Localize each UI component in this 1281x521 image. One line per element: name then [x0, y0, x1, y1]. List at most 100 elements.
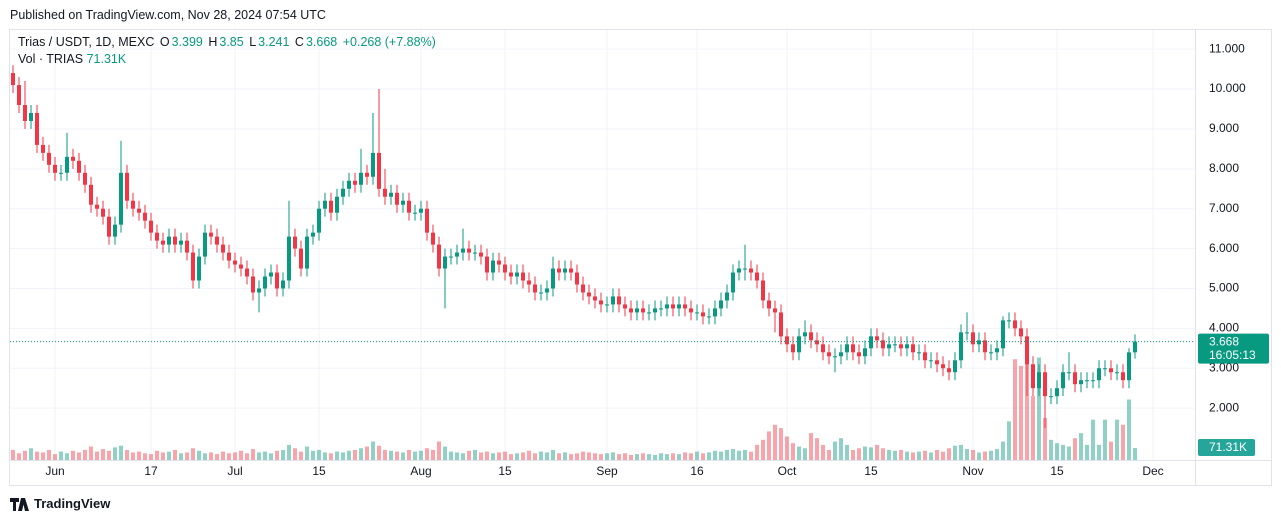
candle-body	[797, 336, 801, 353]
volume-bar	[35, 451, 39, 460]
volume-bar	[977, 452, 981, 460]
volume-bar	[197, 450, 201, 460]
volume-bar	[845, 444, 849, 460]
candle-body	[89, 184, 93, 205]
volume-bar	[245, 453, 249, 460]
volume-bar	[131, 452, 135, 460]
volume-bar	[1067, 446, 1071, 460]
candle-body	[95, 204, 99, 209]
candle-body	[869, 336, 873, 349]
volume-bar	[449, 451, 453, 460]
candle-body	[653, 308, 657, 313]
candle-body	[743, 268, 747, 270]
candle-body	[749, 268, 753, 273]
candle-body	[917, 352, 921, 354]
volume-bar	[113, 447, 117, 460]
countdown-label: 16:05:13	[1209, 348, 1256, 362]
candle-body	[1109, 368, 1113, 373]
volume-bar	[1007, 421, 1011, 460]
candle-body	[437, 244, 441, 269]
candle-body	[431, 232, 435, 245]
candle-body	[1115, 372, 1119, 374]
volume-bar	[605, 453, 609, 460]
volume-bar	[971, 449, 975, 460]
y-tick-label: 5.000	[1209, 281, 1239, 295]
volume-bar	[899, 449, 903, 460]
candle-body	[911, 344, 915, 353]
candle-body	[851, 344, 855, 353]
x-tick-label: Sep	[596, 464, 618, 478]
candle-body	[905, 344, 909, 349]
volume-bar	[911, 452, 915, 460]
volume-bar	[227, 453, 231, 460]
volume-bar	[959, 444, 963, 460]
volume-bar	[65, 453, 69, 460]
volume-bar	[851, 449, 855, 460]
volume-bar	[47, 449, 51, 460]
volume-bar	[773, 424, 777, 460]
x-tick-label: Jul	[227, 464, 242, 478]
volume-bar	[1049, 439, 1053, 460]
candle-body	[773, 308, 777, 313]
candle-body	[29, 112, 33, 121]
candle-body	[581, 284, 585, 293]
candle-body	[173, 236, 177, 245]
candle-body	[557, 268, 561, 273]
y-tick-label: 6.000	[1209, 241, 1239, 255]
volume-bar	[677, 454, 681, 460]
volume-bar	[233, 452, 237, 460]
volume-bar	[185, 452, 189, 460]
candle-body	[731, 272, 735, 293]
candle-body	[233, 260, 237, 265]
volume-bar	[1109, 441, 1113, 460]
volume-bar	[329, 453, 333, 460]
candle-body	[611, 296, 615, 305]
volume-bar	[743, 449, 747, 460]
volume-bar	[401, 452, 405, 460]
volume-bar	[431, 449, 435, 460]
candle-body	[479, 252, 483, 257]
candle-body	[809, 332, 813, 341]
volume-bar	[893, 450, 897, 460]
candle-body	[533, 284, 537, 293]
volume-bar	[929, 452, 933, 460]
volume-bar	[473, 449, 477, 460]
candle-body	[311, 232, 315, 237]
volume-bar	[419, 450, 423, 460]
volume-bar	[1091, 419, 1095, 460]
candle-body	[959, 332, 963, 361]
volume-bar	[593, 453, 597, 460]
candle-body	[887, 344, 891, 349]
volume-bar	[737, 450, 741, 460]
candle-body	[41, 144, 45, 153]
volume-tag-label: 71.31K	[1209, 440, 1247, 454]
volume-bar	[1073, 438, 1077, 460]
candle-body	[899, 344, 903, 349]
volume-bar	[269, 453, 273, 460]
candle-body	[707, 316, 711, 318]
candle-body	[245, 268, 249, 277]
x-tick-label: 15	[312, 464, 326, 478]
volume-bar	[671, 453, 675, 460]
candle-body	[833, 356, 837, 358]
volume-bar	[287, 444, 291, 460]
volume-legend: Vol · TRIAS 71.31K	[18, 52, 126, 66]
volume-bar	[167, 451, 171, 460]
candle-body	[65, 156, 69, 173]
volume-bar	[263, 451, 267, 460]
candle-body	[1133, 341, 1137, 353]
volume-bar	[557, 453, 561, 460]
volume-bar	[101, 449, 105, 460]
candle-body	[521, 272, 525, 281]
volume-bar	[1061, 444, 1065, 460]
candle-body	[737, 268, 741, 273]
candle-body	[1073, 372, 1077, 385]
candle-body	[491, 260, 495, 273]
candle-body	[155, 232, 159, 241]
volume-bar	[143, 453, 147, 460]
volume-bar	[749, 451, 753, 460]
volume-bar	[1037, 357, 1041, 460]
volume-bar	[689, 453, 693, 460]
candle-body	[149, 220, 153, 233]
candle-body	[701, 312, 705, 317]
